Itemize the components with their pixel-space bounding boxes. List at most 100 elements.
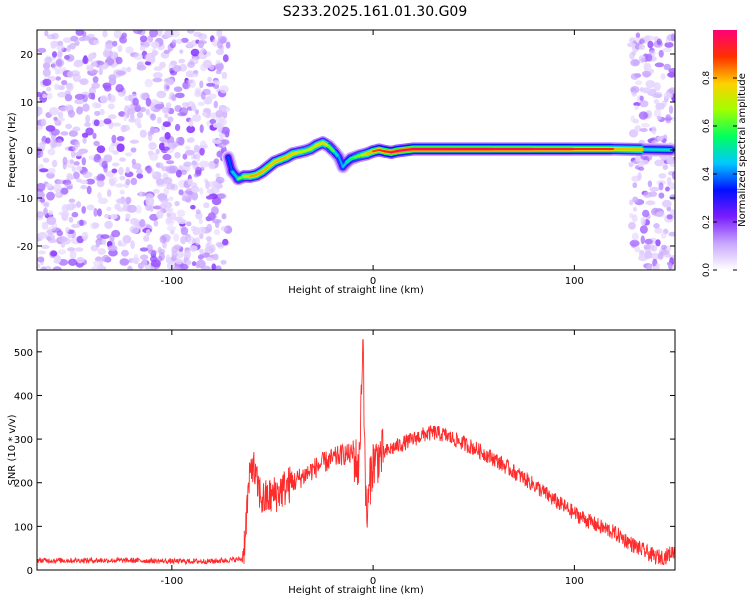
spectrogram-ytick-label: 0 <box>27 146 33 157</box>
noise-blob <box>212 139 222 144</box>
noise-blob <box>53 183 62 193</box>
noise-blob <box>152 77 163 83</box>
noise-blob <box>660 73 666 80</box>
noise-blob <box>140 254 149 260</box>
colorbar-gradient <box>713 30 737 270</box>
noise-blob <box>634 125 642 132</box>
noise-blob <box>110 51 118 59</box>
noise-blob <box>635 32 641 39</box>
noise-blob <box>69 42 76 50</box>
noise-blob <box>37 256 45 263</box>
noise-blob <box>37 232 48 239</box>
noise-blob <box>40 197 46 203</box>
noise-blob <box>165 102 172 109</box>
noise-blob <box>167 207 174 213</box>
noise-blob <box>209 118 217 125</box>
noise-blob <box>111 229 121 238</box>
noise-blob <box>48 107 59 116</box>
noise-blob <box>195 209 201 215</box>
noise-blob <box>149 152 159 161</box>
noise-blob <box>145 229 151 236</box>
noise-blob <box>225 41 231 49</box>
noise-blob <box>90 222 99 230</box>
noise-blob <box>125 178 131 186</box>
noise-blob <box>93 208 98 217</box>
noise-blob <box>658 49 664 58</box>
noise-blob <box>180 37 189 43</box>
noise-blob <box>99 95 108 104</box>
noise-blob <box>121 249 129 257</box>
snr-ytick-label: 400 <box>14 391 33 402</box>
noise-blob <box>635 80 643 85</box>
track-segment <box>337 156 344 168</box>
noise-blob <box>188 118 194 128</box>
track-segment <box>291 151 300 155</box>
noise-blob <box>80 185 88 190</box>
noise-blob <box>663 63 671 71</box>
noise-blob <box>130 177 138 186</box>
noise-blob <box>133 253 139 262</box>
noise-blob <box>195 109 199 115</box>
track-segment <box>249 174 258 178</box>
noise-blob <box>68 258 78 266</box>
noise-blob <box>174 123 181 132</box>
noise-blob <box>43 207 48 216</box>
noise-blob <box>116 143 125 152</box>
noise-blob <box>168 142 174 149</box>
noise-blob <box>647 40 654 49</box>
noise-blob <box>639 87 644 92</box>
noise-blob <box>156 30 163 37</box>
noise-blob <box>123 112 128 122</box>
noise-blob <box>100 234 110 240</box>
noise-blob <box>632 182 638 189</box>
noise-blob <box>191 187 201 193</box>
noise-blob <box>71 166 76 173</box>
noise-blob <box>62 37 73 43</box>
noise-blob <box>630 59 640 67</box>
noise-blob <box>213 229 220 236</box>
noise-blob <box>164 30 175 38</box>
noise-blob <box>80 179 88 185</box>
noise-blob <box>71 211 79 218</box>
noise-blob <box>159 235 167 244</box>
noise-blob <box>74 247 84 252</box>
noise-blob <box>213 158 220 165</box>
noise-blob <box>115 183 125 188</box>
noise-blob <box>99 108 105 116</box>
noise-blob <box>79 219 84 226</box>
snr-series <box>37 339 675 566</box>
noise-blob <box>102 30 108 38</box>
noise-blob <box>661 199 672 208</box>
track-segment <box>273 158 282 163</box>
noise-blob <box>76 106 84 115</box>
noise-blob <box>219 85 229 94</box>
noise-blob <box>46 34 56 40</box>
noise-blob <box>634 246 641 253</box>
noise-blob <box>639 225 648 234</box>
noise-blob <box>134 105 142 113</box>
track-segment <box>333 151 340 159</box>
noise-blob <box>187 61 196 68</box>
noise-blob <box>139 35 148 43</box>
noise-blob <box>126 66 132 73</box>
noise-blob <box>171 39 177 45</box>
noise-blob <box>667 72 675 78</box>
noise-blob <box>42 68 51 77</box>
noise-blob <box>176 209 186 217</box>
noise-blob <box>108 176 118 184</box>
noise-blob <box>656 136 664 142</box>
noise-blob <box>136 167 143 176</box>
noise-blob <box>171 251 178 259</box>
noise-blob <box>56 44 65 51</box>
noise-blob <box>55 76 61 81</box>
noise-blob <box>139 92 148 101</box>
noise-blob <box>182 153 188 160</box>
noise-blob <box>111 168 118 174</box>
noise-blob <box>130 147 137 153</box>
noise-blob <box>74 99 85 105</box>
noise-blob <box>96 145 106 154</box>
noise-blob <box>171 94 177 102</box>
noise-blob <box>85 178 95 185</box>
noise-blob <box>39 168 49 173</box>
noise-blob <box>37 182 46 192</box>
